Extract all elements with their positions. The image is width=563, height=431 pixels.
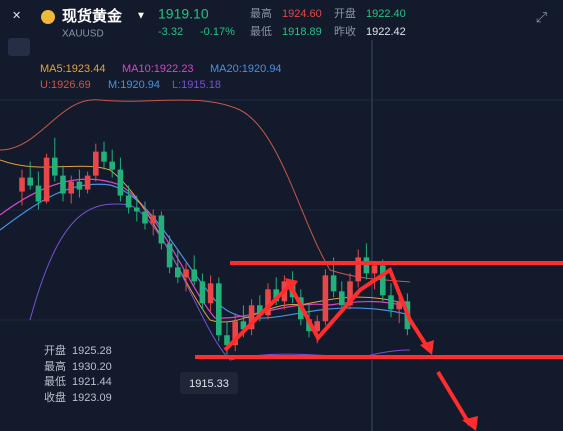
candle-body — [43, 157, 50, 202]
boll-upper — [0, 99, 411, 283]
candle-body — [314, 321, 320, 332]
boll-lower-legend: L:1915.18 — [172, 79, 221, 91]
candle-body — [388, 295, 394, 310]
ma20-legend: MA20:1920.94 — [210, 63, 282, 75]
candle-body — [76, 181, 83, 190]
high-label: 最高 — [250, 6, 272, 20]
dropdown-caret[interactable]: ▼ — [136, 11, 146, 22]
arrow-head — [420, 340, 434, 355]
candle-body — [101, 151, 107, 162]
low-value: 1918.89 — [282, 26, 322, 38]
candle-body — [158, 215, 165, 244]
boll-mid-legend: M:1920.94 — [108, 79, 160, 91]
candle-body — [207, 283, 214, 304]
candle-body — [322, 275, 329, 322]
tooltip-label: 收盘 — [44, 390, 66, 404]
change: -3.32 — [158, 26, 183, 38]
low-marker-box — [180, 372, 238, 394]
open-value: 1922.40 — [366, 8, 406, 20]
arrow-head — [285, 278, 298, 293]
candle-body — [355, 257, 361, 282]
tooltip-value: 1930.20 — [72, 361, 112, 373]
candle-body — [134, 207, 140, 212]
low-label: 最低 — [250, 25, 272, 38]
tooltip-label: 最低 — [44, 375, 66, 388]
symbol-name[interactable]: 现货黄金 — [62, 7, 123, 25]
tooltip-value: 1923.09 — [72, 392, 112, 404]
candle-body — [265, 289, 271, 316]
candle-body — [240, 321, 247, 330]
tooltip-value: 1921.44 — [72, 376, 112, 388]
fullscreen-icon[interactable]: ⤢ — [536, 9, 547, 25]
candle-body — [183, 269, 189, 278]
tool-button[interactable] — [8, 38, 30, 56]
candle-body — [363, 257, 370, 274]
candle-body — [60, 175, 66, 194]
tooltip: 开盘 1925.28 最高 1930.20 最低 1921.44 收盘 1923… — [44, 343, 112, 404]
header-bar — [0, 0, 563, 40]
candle-body — [109, 161, 115, 170]
ma10-legend: MA10:1922.23 — [122, 63, 194, 75]
last-price: 1919.10 — [158, 6, 209, 22]
candle-body — [150, 215, 156, 224]
candle-body — [68, 181, 74, 194]
candle-body — [273, 289, 279, 302]
candle-body — [142, 211, 148, 224]
candle-body — [35, 185, 42, 202]
high-value: 1924.60 — [282, 8, 322, 20]
candle-body — [216, 283, 222, 336]
candle-body — [330, 275, 337, 292]
candle-body — [380, 265, 386, 296]
candle-body — [93, 151, 99, 176]
candle-body — [248, 305, 255, 330]
candle-body — [52, 157, 58, 176]
arrow-head — [462, 416, 478, 431]
candle-body — [191, 269, 197, 282]
prev-close-value: 1922.42 — [366, 26, 406, 38]
candle-body — [371, 265, 378, 274]
ma5-legend: MA5:1923.44 — [40, 63, 105, 75]
boll-upper-legend: U:1926.69 — [40, 79, 91, 91]
prev-close-label: 昨收 — [334, 24, 356, 38]
low-marker: 1915.33 — [189, 378, 229, 390]
candle-body — [125, 195, 132, 208]
open-label: 开盘 — [334, 6, 356, 20]
candle-body — [27, 177, 33, 186]
change-pct: -0.17% — [200, 26, 235, 38]
tooltip-value: 1925.28 — [72, 345, 112, 357]
candle-body — [175, 267, 181, 278]
tooltip-label: 开盘 — [44, 343, 66, 357]
candle-body — [199, 281, 206, 304]
symbol-code: XAUUSD — [62, 29, 104, 40]
candle-body — [224, 335, 230, 346]
candle-body — [232, 321, 238, 346]
candle-body — [347, 281, 353, 306]
candle-body — [396, 301, 402, 310]
candle-body — [257, 305, 263, 316]
candle-body — [339, 291, 345, 306]
tooltip-label: 最高 — [44, 359, 66, 373]
back-icon[interactable]: ✕ — [12, 10, 21, 22]
candle-body — [166, 243, 173, 268]
candles — [19, 137, 411, 355]
candle-body — [117, 169, 124, 196]
gold-icon — [41, 10, 55, 24]
candle-body — [19, 177, 25, 192]
candle-body — [84, 175, 91, 190]
